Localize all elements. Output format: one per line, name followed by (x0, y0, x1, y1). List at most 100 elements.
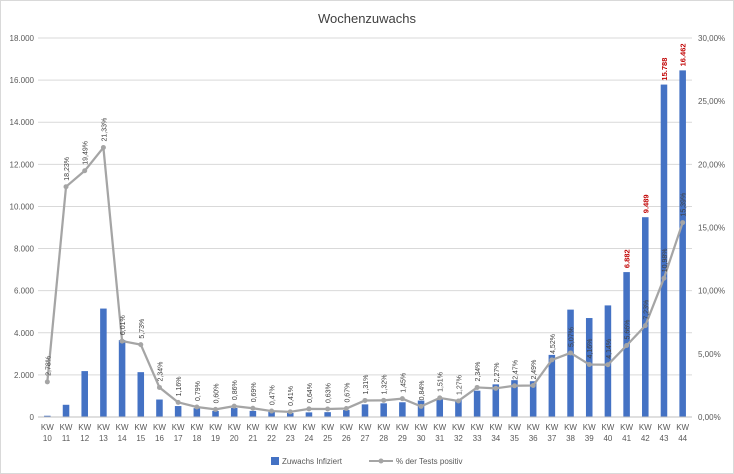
line-point (63, 184, 69, 190)
bar (44, 415, 51, 417)
line-point (568, 350, 574, 356)
line-point (399, 396, 405, 402)
x-tick-label: KW 18 (190, 423, 203, 443)
bar (137, 372, 145, 417)
line-data-label: 18,23% (64, 157, 71, 181)
y-tick-label: 2.000 (14, 371, 35, 380)
line-data-label: 2,47% (512, 360, 519, 380)
line-data-label: 0,69% (251, 382, 258, 402)
line-point (511, 383, 517, 389)
line-data-label: 1,27% (456, 375, 463, 395)
chart-title: Wochenzuwachs (318, 11, 417, 26)
line-point (642, 323, 648, 329)
line-point (680, 220, 686, 226)
x-tick-label: KW 27 (359, 423, 372, 443)
line-point (138, 342, 144, 348)
line-data-label: 0,84% (419, 381, 426, 401)
bar (455, 399, 462, 417)
bar (585, 318, 593, 417)
legend: Zuwachs Infiziert % der Tests positiv (271, 457, 463, 466)
bar-data-labels: 6.882 9.489 15.788 16.462 (623, 43, 688, 268)
x-tick-label: KW 39 (583, 423, 596, 443)
y-tick-label: 12.000 (10, 160, 35, 169)
line-series (44, 145, 686, 415)
bar (604, 305, 612, 417)
legend-label-line: % der Tests positiv (396, 457, 463, 466)
bar (492, 384, 500, 417)
line-data-label: 1,16% (176, 376, 183, 396)
line-data-label: 1,51% (438, 372, 445, 392)
y-tick-label: 0 (30, 413, 35, 422)
line-point (586, 361, 592, 367)
bar (511, 380, 518, 417)
line-data-label: 1,31% (363, 375, 370, 395)
line-data-label: 0,60% (214, 384, 221, 404)
x-tick-label: KW 44 (676, 423, 689, 443)
line-point (250, 405, 256, 411)
line-data-label: 0,79% (195, 381, 202, 401)
y-tick-label: 4.000 (14, 329, 35, 338)
line-point (269, 408, 275, 414)
x-tick-label: KW 40 (601, 423, 614, 443)
line-data-label: 4,14% (606, 339, 613, 359)
gridlines (38, 37, 692, 418)
line-point (100, 145, 106, 151)
line-data-label: 6,01% (120, 315, 127, 335)
x-tick-label: KW 41 (620, 423, 633, 443)
bar (249, 410, 257, 417)
bar-data-label: 6.882 (623, 249, 632, 268)
bar (230, 407, 238, 417)
bar (343, 410, 350, 417)
bar (642, 217, 649, 417)
line-point (530, 383, 536, 389)
y-tick-label: 16.000 (10, 76, 35, 85)
bar (156, 399, 163, 417)
line-data-label: 2,78% (45, 356, 52, 376)
y-tick-label: 6.000 (14, 287, 35, 296)
line-data-label: 2,49% (531, 360, 538, 380)
bar (567, 309, 574, 417)
line-data-label: 1,32% (382, 374, 389, 394)
line-point (287, 409, 293, 415)
y-tick-label: 18.000 (10, 34, 35, 43)
bar-data-label: 9.489 (641, 194, 650, 213)
line-point (549, 357, 555, 363)
line-point (661, 275, 667, 281)
legend-marker-line (378, 458, 384, 464)
bar (324, 412, 331, 417)
line-data-label: 4,52% (550, 334, 557, 354)
line-point (156, 384, 162, 390)
line-data-label: 21,33% (101, 118, 108, 142)
line-data-labels: 2,78% 18,23% 19,49% 21,33% 6,01% 5,73% 2,34% 1,… (45, 118, 687, 406)
line-point (381, 397, 387, 403)
line-point (231, 403, 237, 409)
bar (193, 408, 201, 417)
line-data-label: 15,39% (681, 193, 688, 217)
legend-label-bar: Zuwachs Infiziert (282, 457, 343, 466)
x-tick-label: KW 12 (78, 423, 91, 443)
bar (174, 406, 182, 417)
x-tick-label: KW 23 (284, 423, 297, 443)
bar (100, 308, 107, 417)
x-tick-label: KW 31 (433, 423, 446, 443)
line-data-label: 19,49% (83, 141, 90, 165)
bar (679, 70, 686, 417)
legend-swatch-bar (271, 457, 279, 465)
bar (118, 340, 126, 417)
bar (473, 390, 481, 417)
line-point (362, 397, 368, 403)
x-tick-label: KW 19 (209, 423, 222, 443)
line-data-label: 0,41% (288, 386, 295, 406)
x-tick-label: KW 21 (246, 423, 259, 443)
bar (548, 354, 556, 417)
line-point (306, 406, 312, 412)
x-tick-label: KW 11 (60, 423, 73, 443)
y-tick-label: 14.000 (10, 118, 35, 127)
x-tick-label: KW 34 (489, 423, 502, 443)
x-tick-label: KW 25 (321, 423, 334, 443)
x-tick-label: KW 20 (228, 423, 241, 443)
line-data-label: 0,67% (344, 383, 351, 403)
x-tick-label: KW 37 (545, 423, 558, 443)
line-point (119, 338, 125, 344)
